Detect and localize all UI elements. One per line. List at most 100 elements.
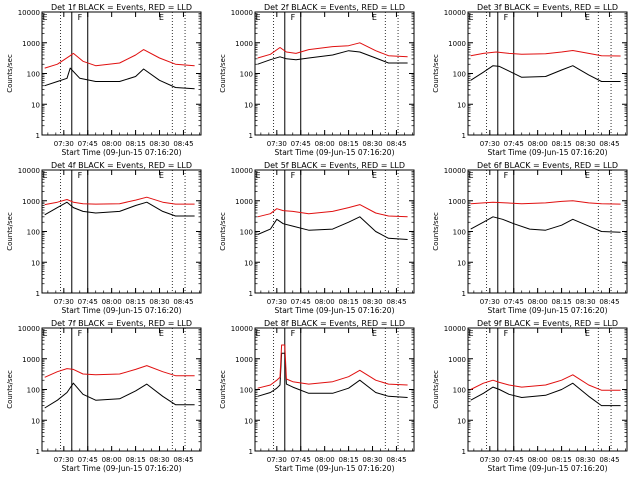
y-tick-label: 1 (36, 290, 40, 298)
chart-panel-2: Det 2f BLACK = Events, RED = LLD 1 10 100 10… (219, 3, 415, 157)
x-tick-label: 08:30 (575, 140, 595, 148)
x-tick-label: 08:00 (102, 298, 122, 306)
x-tick-label: 07:45 (78, 140, 98, 148)
lld-series-line (470, 200, 621, 205)
y-tick-label: 1000 (235, 356, 253, 364)
x-tick-label: 08:15 (552, 456, 572, 464)
x-tick-label: 07:30 (480, 298, 500, 306)
y-tick-label: 10 (31, 101, 40, 109)
marker-letter: F (78, 171, 83, 180)
marker-letter: F (291, 13, 296, 22)
plot-frame (467, 11, 628, 136)
x-tick-label: 08:15 (552, 298, 572, 306)
chart-title: Det 3f BLACK = Events, RED = LLD (477, 3, 618, 12)
x-tick-label: 07:45 (504, 456, 524, 464)
lld-series-line (257, 204, 408, 218)
x-tick-label: 08:30 (575, 298, 595, 306)
x-tick-label: 08:30 (362, 298, 382, 306)
y-tick-label: 100 (453, 229, 466, 237)
x-tick-label: 08:15 (552, 140, 572, 148)
y-tick-label: 1000 (448, 356, 466, 364)
y-tick-label: 10 (31, 259, 40, 267)
y-tick-label: 10000 (18, 325, 40, 333)
x-tick-label: 08:15 (126, 298, 146, 306)
events-series-line (470, 382, 621, 407)
x-tick-label: 08:30 (149, 456, 169, 464)
x-axis-label: Start Time (09-Jun-15 07:16:20) (275, 306, 395, 315)
y-tick-label: 1 (249, 290, 253, 298)
x-tick-label: 08:00 (102, 456, 122, 464)
x-axis-label: Start Time (09-Jun-15 07:16:20) (62, 464, 182, 473)
y-axis-label: Counts/sec (432, 212, 440, 251)
y-tick-label: 1000 (235, 198, 253, 206)
events-series-line (257, 352, 408, 398)
y-axis-label: Counts/sec (432, 370, 440, 409)
x-axis-label: Start Time (09-Jun-15 07:16:20) (488, 464, 608, 473)
x-tick-label: 08:00 (528, 456, 548, 464)
x-tick-label: 07:30 (54, 140, 74, 148)
chart-title: Det 6f BLACK = Events, RED = LLD (477, 161, 618, 170)
marker-letter: E (372, 329, 377, 338)
y-tick-label: 1000 (448, 40, 466, 48)
chart-title: Det 7f BLACK = Events, RED = LLD (51, 319, 192, 328)
x-tick-label: 08:45 (599, 140, 619, 148)
y-tick-label: 1 (249, 132, 253, 140)
chart-panel-4: Det 4f BLACK = Events, RED = LLD 1 10 100 10… (6, 161, 202, 315)
chart-panel-8: Det 8f BLACK = Events, RED = LLD 1 10 100 10… (219, 319, 415, 473)
marker-letter: E (255, 13, 260, 22)
x-tick-label: 08:45 (173, 140, 193, 148)
y-tick-label: 1 (249, 448, 253, 456)
marker-letter: F (78, 13, 83, 22)
chart-panel-6: Det 6f BLACK = Events, RED = LLD 1 10 100 10… (432, 161, 628, 315)
x-axis-label: Start Time (09-Jun-15 07:16:20) (488, 148, 608, 157)
x-tick-label: 08:15 (126, 140, 146, 148)
x-tick-label: 08:00 (315, 140, 335, 148)
marker-letter: E (372, 13, 377, 22)
plot-frame (254, 327, 415, 452)
y-axis-label: Counts/sec (432, 54, 440, 93)
x-tick-label: 08:45 (386, 456, 406, 464)
chart-title: Det 8f BLACK = Events, RED = LLD (264, 319, 405, 328)
y-tick-label: 1 (462, 132, 466, 140)
y-tick-label: 1000 (22, 356, 40, 364)
x-tick-label: 07:30 (54, 298, 74, 306)
marker-letter: E (372, 171, 377, 180)
events-series-line (470, 65, 621, 82)
x-tick-label: 08:30 (149, 140, 169, 148)
marker-letter: E (468, 171, 473, 180)
x-tick-label: 08:00 (315, 298, 335, 306)
y-tick-label: 1 (462, 290, 466, 298)
marker-letter: E (468, 329, 473, 338)
chart-title: Det 4f BLACK = Events, RED = LLD (51, 161, 192, 170)
x-tick-label: 08:00 (528, 298, 548, 306)
y-tick-label: 100 (240, 71, 253, 79)
y-tick-label: 1 (36, 132, 40, 140)
plot-frame (254, 169, 415, 294)
x-tick-label: 08:15 (339, 298, 359, 306)
marker-letter: E (255, 329, 260, 338)
x-tick-label: 08:45 (173, 456, 193, 464)
lld-series-line (44, 365, 195, 378)
marker-letter: F (291, 171, 296, 180)
y-tick-label: 1000 (22, 40, 40, 48)
lld-series-line (44, 49, 195, 69)
x-tick-label: 07:45 (504, 140, 524, 148)
y-tick-label: 10 (457, 417, 466, 425)
x-tick-label: 08:45 (599, 456, 619, 464)
y-tick-label: 10 (244, 101, 253, 109)
marker-letter: E (159, 13, 164, 22)
y-tick-label: 10000 (231, 325, 253, 333)
events-series-line (257, 216, 408, 240)
plot-frame (467, 327, 628, 452)
y-tick-label: 1 (462, 448, 466, 456)
events-series-line (470, 216, 621, 233)
marker-letter: E (255, 171, 260, 180)
y-axis-label: Counts/sec (219, 212, 227, 251)
y-tick-label: 10000 (231, 9, 253, 17)
x-tick-label: 07:45 (291, 456, 311, 464)
plot-frame (41, 11, 202, 136)
y-tick-label: 100 (27, 387, 40, 395)
chart-panel-9: Det 9f BLACK = Events, RED = LLD 1 10 100 10… (432, 319, 628, 473)
events-series-line (44, 67, 195, 90)
